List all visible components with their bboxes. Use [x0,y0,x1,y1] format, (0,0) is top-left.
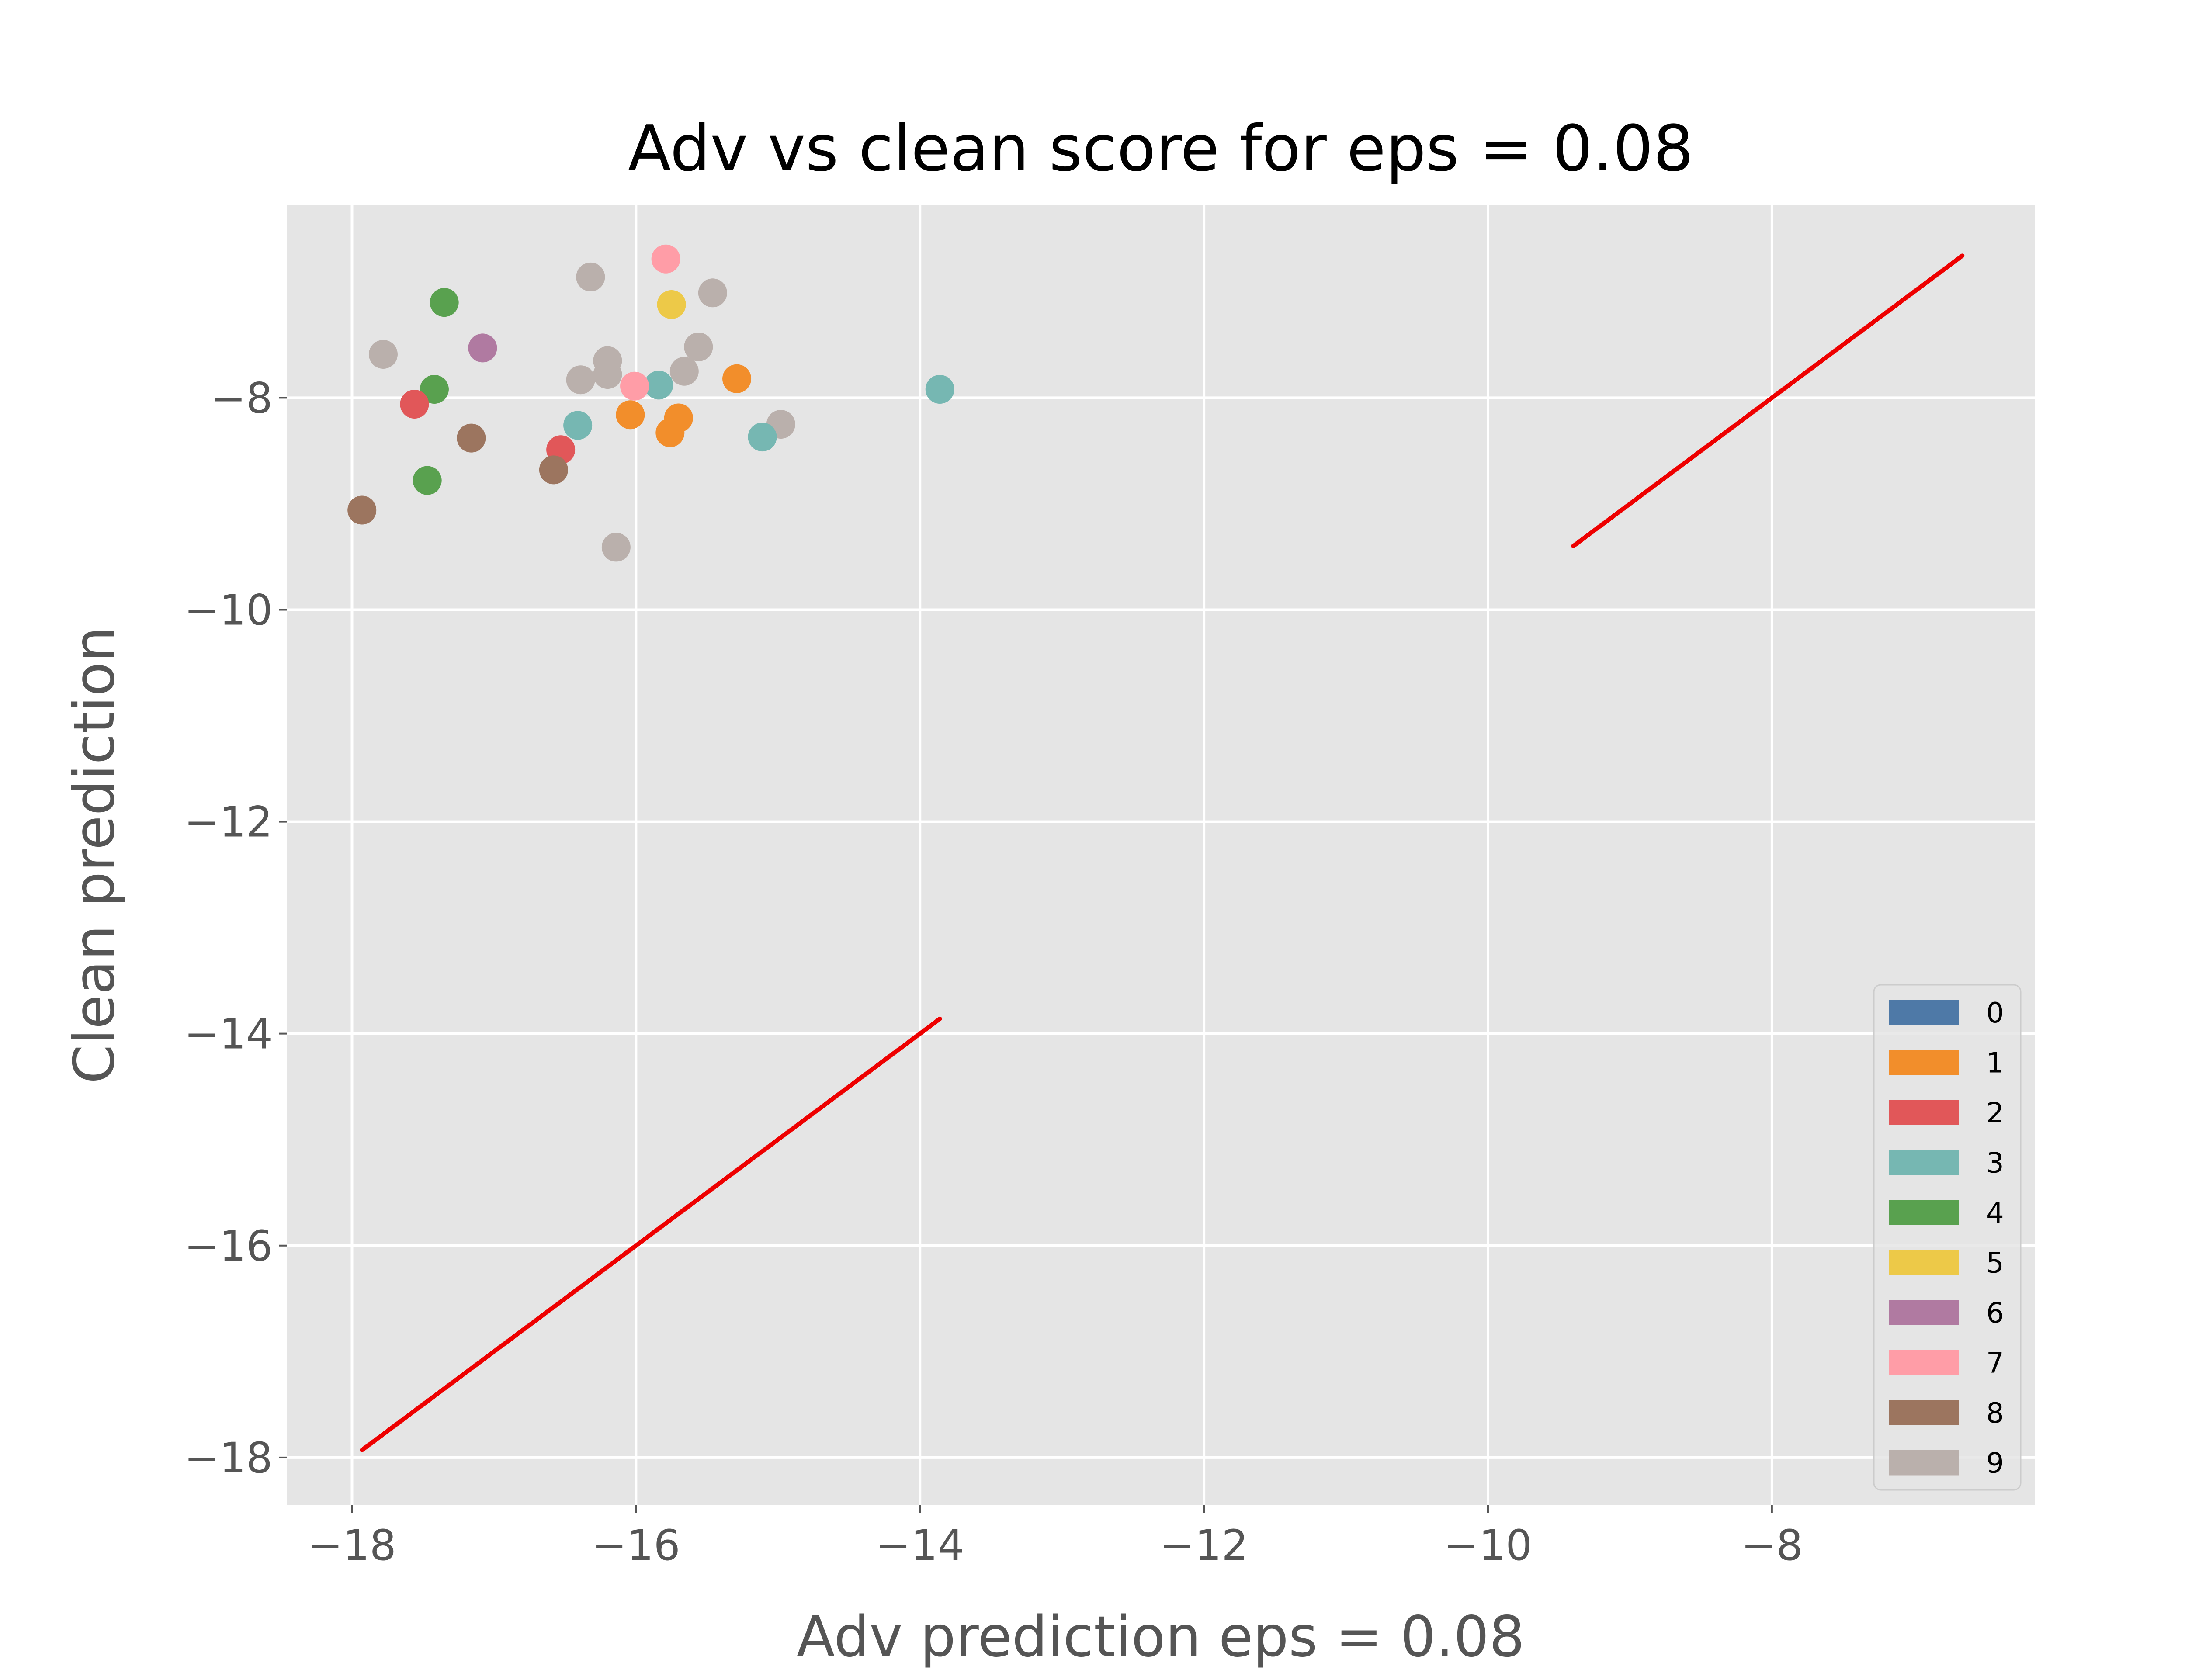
legend-label: 2 [1986,1097,2004,1129]
scatter-point-class-4 [430,288,459,317]
legend-items: 0 1 2 3 4 5 6 7 8 9 [1889,997,2004,1480]
chart-title: Adv vs clean score for eps = 0.08 [628,112,1694,186]
legend-swatch [1889,1050,1959,1075]
scatter-point-class-9 [601,533,631,562]
x-tick-label: −10 [1444,1521,1533,1570]
y-axis-ticks: −18 −16 −14 −12 −10 −8 [184,374,287,1483]
x-tick-label: −16 [592,1521,680,1570]
scatter-point-class-3 [748,423,777,452]
y-tick-label: −8 [211,374,273,423]
x-tick-label: −18 [308,1521,396,1570]
scatter-point-class-9 [566,365,595,395]
legend-swatch [1889,1400,1959,1425]
y-axis-label: Clean prediction [62,627,127,1084]
scatter-point-class-9 [368,339,398,369]
scatter-point-class-1 [616,400,645,430]
legend-swatch [1889,1250,1959,1275]
scatter-point-class-4 [413,466,442,495]
scatter-point-class-3 [563,411,593,440]
scatter-point-class-3 [925,375,954,404]
scatter-point-class-1 [722,364,752,393]
y-tick-label: −12 [184,798,273,847]
scatter-point-class-8 [457,423,486,453]
legend-label: 7 [1986,1347,2004,1380]
scatter-point-class-3 [644,371,673,400]
scatter-point-class-1 [656,418,685,447]
y-tick-label: −10 [184,586,273,635]
legend-label: 9 [1986,1448,2004,1480]
y-tick-label: −14 [184,1010,273,1059]
legend-swatch [1889,1450,1959,1476]
x-tick-label: −8 [1741,1521,1803,1570]
legend-swatch [1889,1200,1959,1225]
reference-lines [360,253,1965,1452]
scatter-point-class-4 [420,375,449,404]
legend-swatch [1889,1000,1959,1025]
legend-swatch [1889,1150,1959,1175]
data-points [347,244,954,562]
scatter-point-class-9 [576,262,605,291]
legend-label: 4 [1986,1197,2004,1230]
scatter-point-class-9 [684,333,713,362]
legend-label: 5 [1986,1247,2004,1280]
scatter-point-class-2 [400,389,429,419]
grid-lines [287,205,2035,1505]
diagonal-line [1571,253,1965,548]
x-tick-label: −12 [1160,1521,1249,1570]
legend-label: 8 [1986,1397,2004,1430]
scatter-point-class-5 [657,290,686,319]
legend-label: 1 [1986,1047,2004,1080]
legend-swatch [1889,1100,1959,1125]
scatter-point-class-9 [669,357,699,386]
scatter-point-class-8 [347,495,377,525]
y-tick-label: −16 [184,1222,273,1271]
x-tick-label: −14 [876,1521,964,1570]
scatter-point-class-8 [539,455,568,485]
scatter-point-class-7 [651,244,680,274]
scatter-point-class-9 [593,360,622,389]
x-axis-ticks: −18 −16 −14 −12 −10 −8 [308,1505,1803,1570]
legend: 0 1 2 3 4 5 6 7 8 9 [1873,984,2022,1491]
diagonal-line [360,1016,942,1452]
legend-label: 3 [1986,1147,2004,1180]
scatter-point-class-7 [620,371,649,401]
legend-swatch [1889,1350,1959,1375]
legend-label: 6 [1986,1297,2004,1330]
y-tick-label: −18 [184,1434,273,1483]
x-axis-label: Adv prediction eps = 0.08 [797,1604,1525,1670]
legend-label: 0 [1986,997,2004,1029]
scatter-point-class-9 [698,278,727,308]
scatter-point-class-6 [468,333,497,363]
legend-swatch [1889,1300,1959,1325]
